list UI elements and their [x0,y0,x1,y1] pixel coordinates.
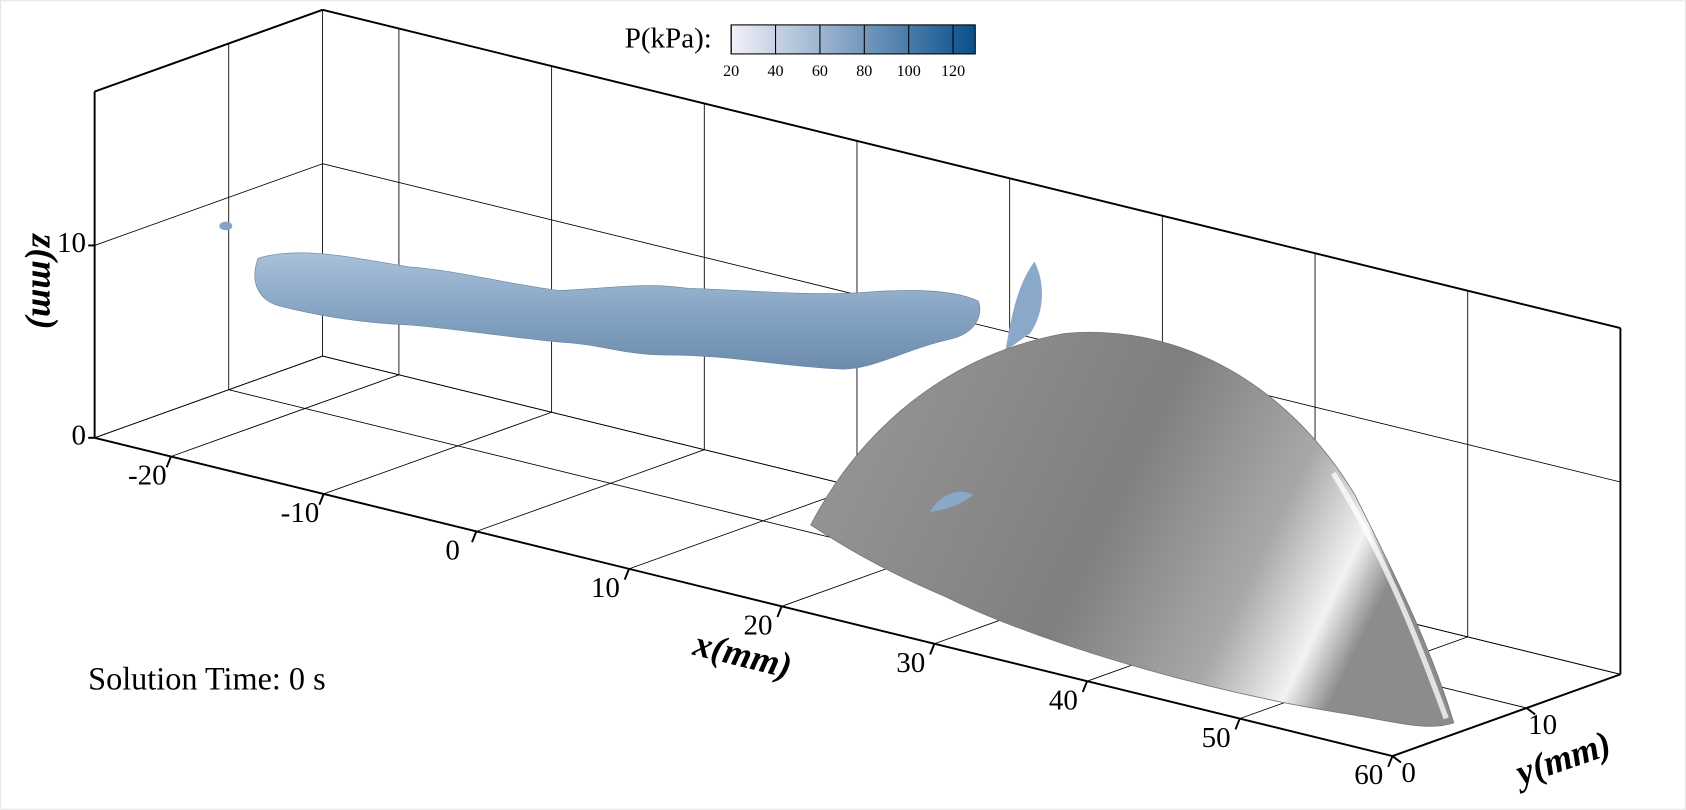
annotation: Solution Time: 0 s [88,660,325,696]
x-tick-label: -10 [281,497,320,529]
tick-mark [1387,755,1394,768]
axis-edge [94,355,323,439]
isosurface-tube [254,252,981,370]
grid-line [94,163,323,246]
grid-line [170,374,400,457]
x-tick-label: 40 [1049,684,1078,716]
isosurface-patch [930,491,974,512]
isosurface-blob [219,221,233,231]
colorbar-tick-label: 20 [723,63,739,80]
colorbar-tick-label: 100 [897,63,921,80]
x-tick-label: 10 [591,572,620,604]
isosurface-fin [1005,261,1042,351]
x-tick-label: -20 [128,460,167,492]
tick-mark [165,456,172,468]
dome-highlight [1331,471,1449,720]
axis-edge [94,436,1393,758]
colorbar-tick-label: 120 [941,63,965,80]
tick-mark [471,531,478,543]
colorbar [730,24,976,55]
colorbar-tick-label: 60 [812,63,828,80]
x-tick-label: 20 [744,609,773,641]
surface-dome [810,332,1455,727]
axis-edge [1392,673,1621,757]
tick-mark [623,568,630,580]
x-tick-label: 0 [445,535,460,567]
x-tick-label: 50 [1202,722,1231,754]
tick-mark [1234,718,1241,730]
tick-mark [929,643,936,655]
tick-mark [1391,755,1402,764]
y-tick-label: 0 [1401,757,1416,789]
z-tick-label: 0 [72,419,87,451]
axis-edge [322,8,1621,330]
grid-line [476,449,705,532]
tick-mark [1081,680,1088,693]
z-tick-label: 10 [57,227,86,259]
grid-line [323,411,552,495]
x-tick-label: 30 [896,647,925,679]
tick-mark [776,605,783,618]
colorbar-tick-label: 80 [856,63,872,80]
axis-edge [94,8,323,93]
y-tick-label: 10 [1528,709,1557,741]
x-tick-label: 60 [1354,759,1383,791]
colorbar-tick-label: 40 [767,63,783,80]
tick-mark [318,493,325,506]
tick-mark [1525,707,1536,716]
z-axis-label: z(mm) [24,232,65,329]
colorbar-label: P(kPa): [625,23,712,55]
grid-line [628,486,858,570]
